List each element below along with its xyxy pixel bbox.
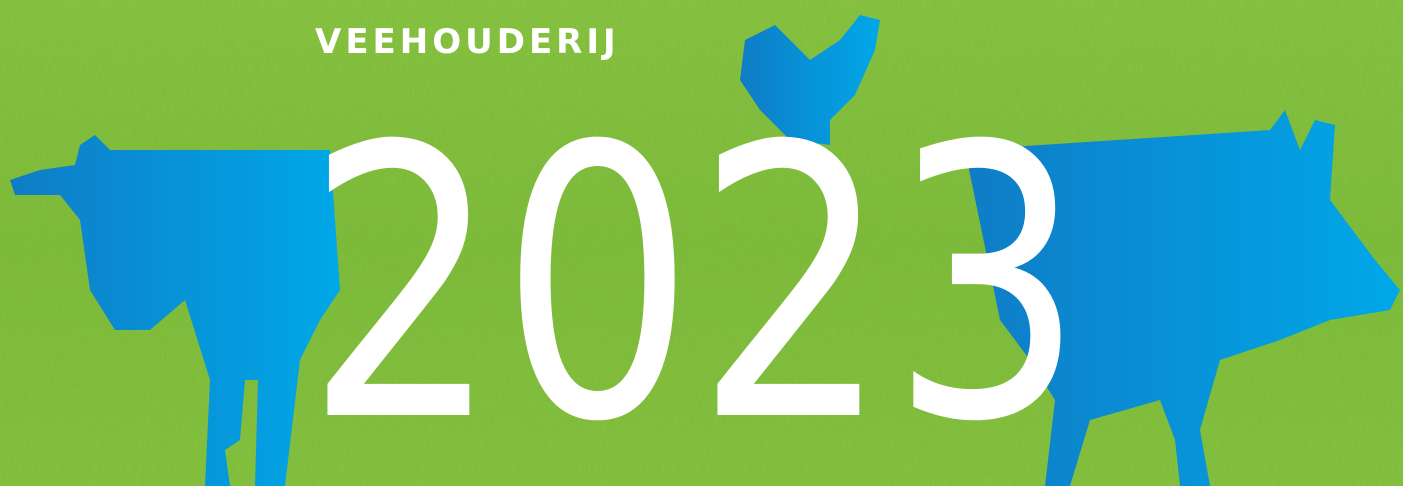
section-label: VEEHOUDERIJ — [315, 22, 620, 62]
year-title: 2023 — [305, 68, 1085, 486]
banner: VEEHOUDERIJ 2023 — [0, 0, 1403, 486]
